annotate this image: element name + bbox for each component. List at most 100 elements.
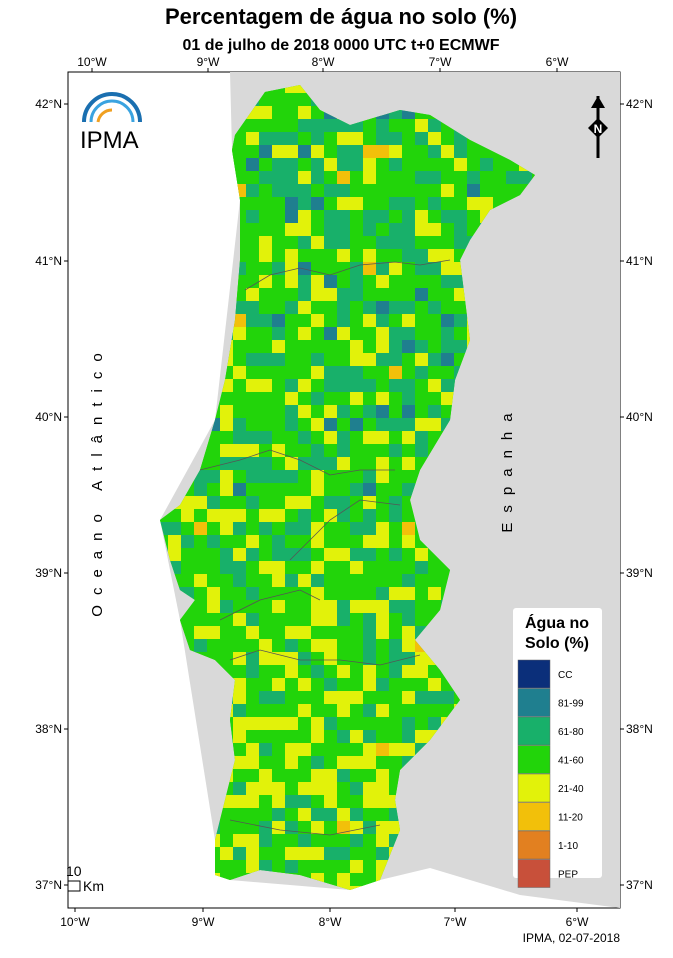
cell xyxy=(415,327,428,340)
cell xyxy=(350,379,363,392)
cell xyxy=(246,678,259,691)
cell xyxy=(181,561,194,574)
cell xyxy=(298,600,311,613)
cell xyxy=(246,262,259,275)
cell xyxy=(350,808,363,821)
legend-swatch xyxy=(517,659,551,689)
cell xyxy=(298,340,311,353)
cell xyxy=(272,860,285,873)
cell xyxy=(415,132,428,145)
cell xyxy=(285,821,298,834)
cell xyxy=(259,496,272,509)
cell xyxy=(246,301,259,314)
cell xyxy=(376,418,389,431)
cell xyxy=(246,652,259,665)
cell xyxy=(363,288,376,301)
cell xyxy=(285,145,298,158)
cell xyxy=(493,184,506,197)
cell xyxy=(298,197,311,210)
legend-swatch xyxy=(517,859,551,888)
cell xyxy=(324,639,337,652)
cell xyxy=(415,678,428,691)
cell xyxy=(246,483,259,496)
cell xyxy=(259,665,272,678)
cell xyxy=(207,574,220,587)
cell xyxy=(441,262,454,275)
cell xyxy=(272,431,285,444)
cell xyxy=(246,184,259,197)
cell xyxy=(363,691,376,704)
cell xyxy=(415,548,428,561)
cell xyxy=(233,431,246,444)
cell xyxy=(272,93,285,106)
cell xyxy=(376,652,389,665)
cell xyxy=(272,782,285,795)
cell xyxy=(363,574,376,587)
cell xyxy=(337,873,350,886)
cell xyxy=(337,405,350,418)
cell xyxy=(428,600,441,613)
cell xyxy=(337,288,350,301)
cell xyxy=(376,249,389,262)
cell xyxy=(350,132,363,145)
cell xyxy=(402,639,415,652)
cell xyxy=(363,496,376,509)
cell xyxy=(311,366,324,379)
cell xyxy=(454,184,467,197)
cell xyxy=(220,613,233,626)
cell xyxy=(324,678,337,691)
cell xyxy=(324,210,337,223)
cell xyxy=(272,704,285,717)
cell xyxy=(402,704,415,717)
cell xyxy=(363,509,376,522)
cell xyxy=(454,210,467,223)
cell xyxy=(337,145,350,158)
cell xyxy=(259,405,272,418)
cell xyxy=(350,704,363,717)
cell xyxy=(168,535,181,548)
cell xyxy=(272,392,285,405)
cell xyxy=(246,730,259,743)
cell xyxy=(363,236,376,249)
cell xyxy=(259,210,272,223)
cell xyxy=(160,522,168,535)
cell xyxy=(402,314,415,327)
cell xyxy=(298,808,311,821)
cell xyxy=(272,457,285,470)
cell xyxy=(363,522,376,535)
scale-box xyxy=(67,880,81,892)
cell xyxy=(376,639,389,652)
cell xyxy=(350,314,363,327)
cell xyxy=(441,392,454,405)
cell xyxy=(246,405,259,418)
cell xyxy=(363,535,376,548)
cell xyxy=(298,691,311,704)
cell xyxy=(376,509,389,522)
cell xyxy=(207,522,220,535)
cell xyxy=(350,405,363,418)
cell xyxy=(233,496,246,509)
cell xyxy=(298,184,311,197)
cell xyxy=(389,496,402,509)
cell xyxy=(233,366,246,379)
cell xyxy=(363,340,376,353)
cell xyxy=(285,327,298,340)
cell xyxy=(389,314,402,327)
cell xyxy=(402,119,415,132)
cell xyxy=(441,691,454,704)
cell xyxy=(285,457,298,470)
cell xyxy=(402,535,415,548)
cell xyxy=(298,782,311,795)
cell xyxy=(246,353,259,366)
cell xyxy=(246,769,259,782)
cell xyxy=(285,353,298,366)
cell xyxy=(402,665,415,678)
cell xyxy=(246,613,259,626)
cell xyxy=(415,223,428,236)
cell xyxy=(259,262,272,275)
cell xyxy=(350,795,363,808)
cell xyxy=(415,145,428,158)
cell xyxy=(363,301,376,314)
cell xyxy=(285,626,298,639)
top-tick-label: 9°W xyxy=(197,55,220,69)
